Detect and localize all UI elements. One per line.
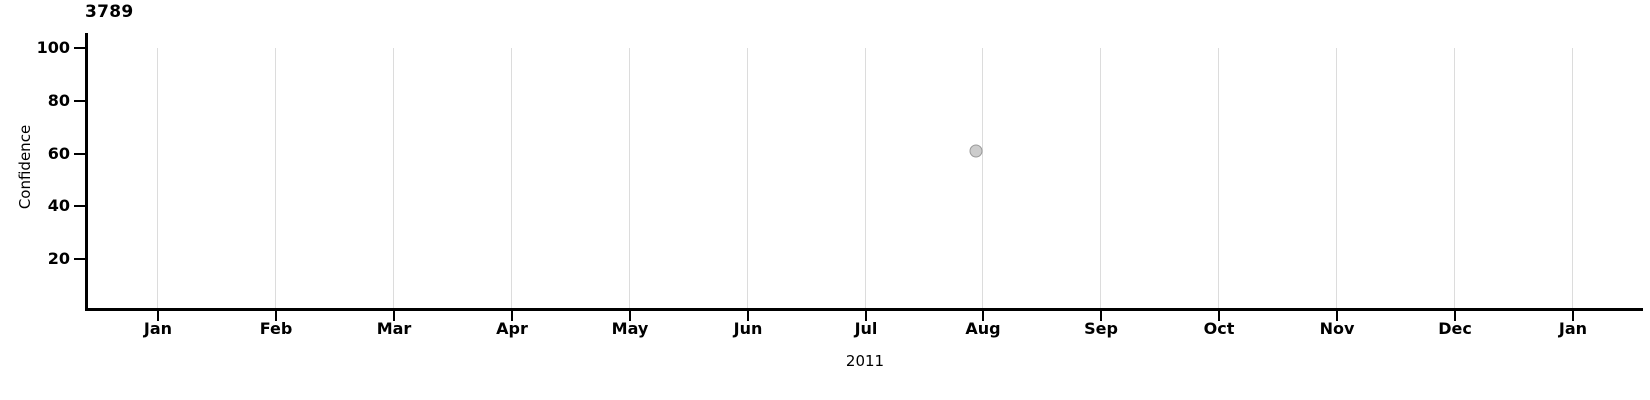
x-axis-tick-label: Apr bbox=[496, 319, 528, 338]
x-axis-tick-label: Nov bbox=[1319, 319, 1355, 338]
gridline bbox=[1218, 48, 1219, 308]
x-axis-tick bbox=[1100, 311, 1102, 321]
x-axis-tick bbox=[747, 311, 749, 321]
y-axis-tick bbox=[74, 152, 85, 155]
x-axis-tick bbox=[393, 311, 395, 321]
x-axis-tick-label: Dec bbox=[1438, 319, 1472, 338]
gridline bbox=[1336, 48, 1337, 308]
x-axis-tick bbox=[865, 311, 867, 321]
gridline bbox=[1572, 48, 1573, 308]
x-axis-tick-label: Jul bbox=[854, 319, 878, 338]
x-axis-tick bbox=[1336, 311, 1338, 321]
x-axis-tick bbox=[275, 311, 277, 321]
x-axis-tick-label: Jan bbox=[143, 319, 173, 338]
x-axis-tick-label: Oct bbox=[1203, 319, 1235, 338]
x-axis-tick bbox=[982, 311, 984, 321]
gridline bbox=[1100, 48, 1101, 308]
x-axis-tick-label: Aug bbox=[965, 319, 1001, 338]
x-axis-tick-label: Mar bbox=[376, 319, 412, 338]
y-axis-tick-label: 40 bbox=[47, 196, 70, 216]
x-axis-tick-label: Sep bbox=[1084, 319, 1118, 338]
chart-title: 3789 bbox=[85, 2, 134, 22]
x-axis-tick bbox=[629, 311, 631, 321]
gridline bbox=[982, 48, 983, 308]
gridline bbox=[157, 48, 158, 308]
gridline bbox=[865, 48, 866, 308]
x-axis-tick-label: Feb bbox=[259, 319, 293, 338]
y-axis-label: Confidence bbox=[16, 124, 34, 210]
y-axis-tick-label: 60 bbox=[47, 143, 70, 163]
x-axis-tick-label: Jan bbox=[1558, 319, 1588, 338]
x-axis-tick bbox=[157, 311, 159, 321]
y-axis-tick bbox=[74, 258, 85, 260]
x-axis-tick bbox=[511, 311, 513, 321]
gridline bbox=[629, 48, 630, 308]
gridline bbox=[511, 48, 512, 308]
y-axis-tick-label: 80 bbox=[47, 90, 70, 110]
y-axis-tick-label: 20 bbox=[47, 249, 70, 268]
gridline bbox=[275, 48, 276, 308]
x-axis-tick-label: Jun bbox=[733, 319, 763, 338]
y-axis-spine bbox=[85, 33, 88, 311]
y-axis-tick bbox=[74, 99, 85, 102]
y-axis-tick bbox=[74, 205, 85, 208]
x-axis-tick bbox=[1218, 311, 1220, 321]
y-axis-tick bbox=[74, 47, 85, 49]
gridline bbox=[747, 48, 748, 308]
x-axis-tick-label: May bbox=[611, 319, 649, 338]
x-axis-spine bbox=[85, 308, 1643, 311]
gridline bbox=[1454, 48, 1455, 308]
gridline bbox=[393, 48, 394, 308]
x-axis-tick bbox=[1572, 311, 1574, 321]
x-axis-label: 2011 bbox=[845, 352, 885, 370]
y-axis-tick-label: 100 bbox=[36, 38, 70, 57]
data-point-marker[interactable] bbox=[969, 144, 983, 158]
x-axis-tick bbox=[1454, 311, 1456, 321]
